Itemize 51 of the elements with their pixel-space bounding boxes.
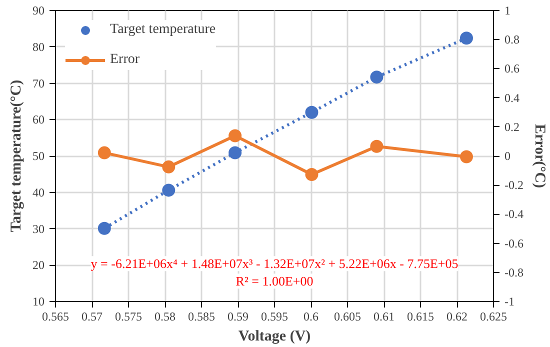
y2-tick-label: 0.8 [504, 32, 520, 47]
y-tick-label: 90 [32, 4, 44, 18]
x-tick-label: 0.585 [188, 310, 215, 324]
y-tick-label: 30 [32, 222, 44, 236]
x-tick-label: 0.62 [446, 310, 468, 324]
y-tick-label: 60 [32, 112, 44, 127]
y2-tick-label: -1 [504, 294, 514, 308]
point [370, 70, 384, 84]
y2-tick-label: 1 [504, 4, 510, 18]
y-tick-label: 10 [32, 294, 44, 308]
x-tick-label: 0.57 [82, 310, 102, 324]
y2-tick-label: -0.4 [504, 207, 524, 222]
point [460, 32, 473, 45]
point [305, 168, 318, 181]
point [162, 160, 176, 174]
x-tick-label: 0.58 [154, 310, 176, 324]
point [228, 129, 242, 142]
x-axis-title: Voltage (V) [238, 328, 311, 344]
x-tick-label: 0.6 [304, 310, 318, 324]
legend-label: Target temperature [110, 22, 216, 38]
y2-tick-label: 0 [504, 149, 510, 163]
annotation: R² = 1.00E+00 [236, 274, 314, 289]
y-tick-label: 50 [32, 149, 44, 163]
y2-tick-label: -0.2 [504, 178, 524, 192]
x-tick-label: 0.615 [407, 310, 434, 324]
y2-tick-label: 0.6 [504, 62, 520, 76]
point [98, 222, 111, 235]
legend-label: Error [110, 52, 140, 68]
y2-tick-label: 0.4 [504, 90, 520, 105]
y2-tick-label: -0.8 [504, 265, 524, 280]
x-tick-label: 0.61 [374, 310, 394, 324]
y-tick-label: 20 [32, 258, 44, 272]
point [460, 150, 473, 164]
point [370, 140, 384, 153]
point [305, 106, 318, 119]
x-tick-label: 0.565 [42, 310, 69, 324]
x-tick-label: 0.605 [334, 310, 361, 324]
x-tick-label: 0.595 [261, 310, 288, 324]
point [162, 184, 176, 197]
y2-axis-title: Error(°C) [531, 124, 548, 188]
point [98, 146, 111, 160]
x-tick-label: 0.59 [228, 310, 248, 324]
x-tick-label: 0.625 [480, 310, 507, 324]
y2-tick-label: 0.2 [504, 120, 520, 134]
y-tick-label: 70 [32, 76, 44, 90]
y-tick-label: 40 [32, 185, 44, 200]
x-tick-label: 0.575 [115, 310, 142, 324]
annotation: y = -6.21E+06x⁴ + 1.48E+07x³ - 1.32E+07x² + 5.22E+06x - 7.75E+05 [90, 256, 458, 272]
y-axis-title: Target temperature(°C) [8, 80, 24, 232]
y2-tick-label: -0.6 [504, 236, 524, 250]
y-tick-label: 80 [32, 40, 44, 54]
